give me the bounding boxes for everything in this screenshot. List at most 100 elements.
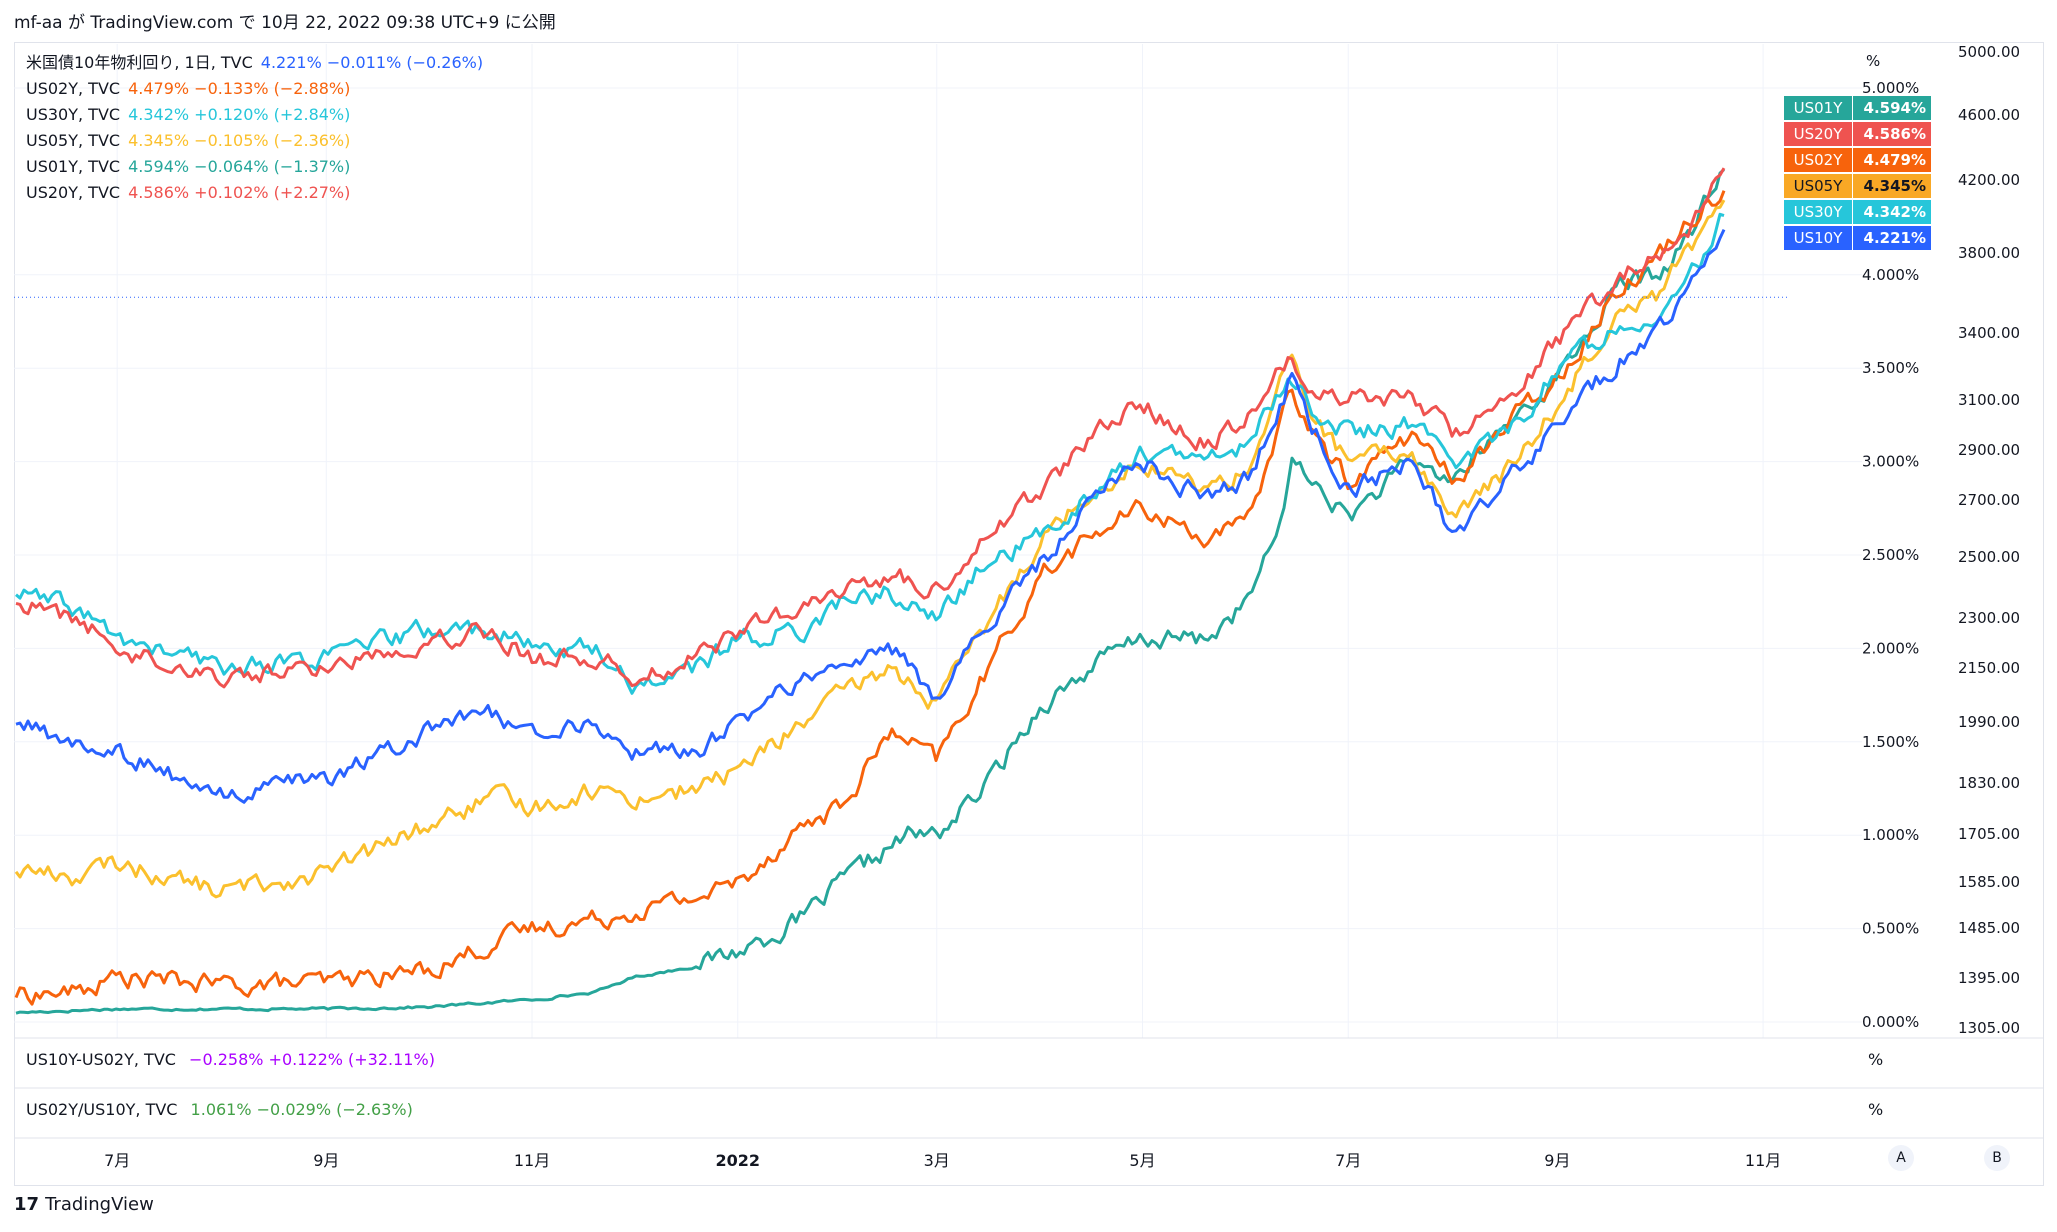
- price-badge-symbol-bg: [1784, 200, 1852, 224]
- tradingview-logo-icon: 𝟭𝟳: [14, 1194, 40, 1215]
- pane-ratio-name: US02Y/US10Y, TVC: [26, 1100, 178, 1119]
- price-axis-b-label: 4200.00: [1958, 171, 2020, 189]
- legend-row[interactable]: US20Y, TVC 4.586% +0.102% (+2.27%): [26, 180, 483, 206]
- price-axis-b-label: 1705.00: [1958, 825, 2020, 843]
- legend-row[interactable]: US02Y, TVC 4.479% −0.133% (−2.88%): [26, 76, 483, 102]
- chart-frame: [14, 42, 2044, 1186]
- price-badge-value-bg: [1853, 122, 1931, 146]
- legend-symbol: US30Y, TVC: [26, 105, 121, 124]
- legend-row[interactable]: US30Y, TVC 4.342% +0.120% (+2.84%): [26, 102, 483, 128]
- price-axis-label: 2.000%: [1862, 639, 1919, 657]
- legend: 米国債10年物利回り, 1日, TVC 4.221% −0.011% (−0.26…: [26, 50, 483, 206]
- time-axis-label: 5月: [1129, 1151, 1155, 1170]
- price-badge-symbol-bg: [1784, 96, 1852, 120]
- price-badges: US01Y 4.594% US20Y 4.586% US02Y 4.479% US05Y 4.…: [1784, 96, 1931, 250]
- grid-lines: [14, 44, 2044, 1139]
- price-axis-unit: %: [1866, 52, 1880, 70]
- price-axis-b-label: 3100.00: [1958, 391, 2020, 409]
- price-badge-symbol: US05Y: [1794, 177, 1844, 195]
- price-axis-b-label: 2300.00: [1958, 609, 2020, 627]
- price-axis-b-label: 3800.00: [1958, 244, 2020, 262]
- pane-ratio-values: 1.061% −0.029% (−2.63%): [190, 1100, 413, 1119]
- price-badge-symbol-bg: [1784, 174, 1852, 198]
- price-axis-label: 3.500%: [1862, 359, 1919, 377]
- legend-symbol: US02Y, TVC: [26, 79, 121, 98]
- legend-symbol: US20Y, TVC: [26, 183, 121, 202]
- price-badge-symbol: US02Y: [1794, 151, 1844, 169]
- price-axis-b-label: 2500.00: [1958, 548, 2020, 566]
- price-axis-label: 4.000%: [1862, 266, 1919, 284]
- time-axis-label: 11月: [514, 1151, 550, 1170]
- price-badge-symbol: US01Y: [1794, 99, 1844, 117]
- time-axis-label: 9月: [313, 1151, 339, 1170]
- time-axis-label: 3月: [924, 1151, 950, 1170]
- price-badge-us01y: US01Y 4.594%: [1784, 96, 1931, 120]
- price-axis-label: 2.500%: [1862, 546, 1919, 564]
- price-badge-us10y: US10Y 4.221%: [1784, 226, 1931, 250]
- price-badge-value-bg: [1853, 96, 1931, 120]
- time-axis: 7月 9月 11月 2022 3月 5月 7月 9月 11月: [104, 1151, 1781, 1170]
- price-badge-value: 4.594%: [1864, 99, 1926, 117]
- price-axis-b-label: 1305.00: [1958, 1019, 2020, 1037]
- legend-symbol: US01Y, TVC: [26, 157, 121, 176]
- price-axis-b-label: 2700.00: [1958, 491, 2020, 509]
- price-badge-value-bg: [1853, 226, 1931, 250]
- series-line-us02y: [14, 190, 1726, 1006]
- time-axis-label: 7月: [1335, 1151, 1361, 1170]
- footer-brand-name: TradingView: [45, 1194, 154, 1215]
- price-badge-symbol-bg: [1784, 226, 1852, 250]
- pane-ratio-unit: %: [1868, 1100, 1884, 1119]
- price-axis-b-label: 2900.00: [1958, 441, 2020, 459]
- price-badge-us20y: US20Y 4.586%: [1784, 122, 1931, 146]
- price-badge-value: 4.479%: [1864, 151, 1926, 169]
- price-badge-value: 4.586%: [1864, 125, 1926, 143]
- time-axis-label: 11月: [1745, 1151, 1781, 1170]
- price-badge-us30y: US30Y 4.342%: [1784, 200, 1931, 224]
- price-badge-value-bg: [1853, 200, 1931, 224]
- footer-brand[interactable]: 𝟭𝟳 TradingView: [14, 1194, 154, 1215]
- price-axis-b-label: 5000.00: [1958, 43, 2020, 61]
- legend-values: 4.345% −0.105% (−2.36%): [128, 131, 351, 150]
- series-line-us10y: [15, 228, 1726, 804]
- price-axis-percent: % 5.000% 4.000% 3.500% 3.000% 2.500% 2.000% 1.5…: [1862, 52, 1919, 1031]
- pane-ratio-legend: US02Y/US10Y, TVC 1.061% −0.029% (−2.63%): [26, 1100, 413, 1119]
- pane-spread-name: US10Y-US02Y, TVC: [26, 1050, 176, 1069]
- price-badge-symbol: US30Y: [1794, 203, 1844, 221]
- legend-symbol: US05Y, TVC: [26, 131, 121, 150]
- time-axis-label: 9月: [1544, 1151, 1570, 1170]
- price-axis-label: 5.000%: [1862, 79, 1919, 97]
- time-axis-label: 2022: [716, 1151, 761, 1170]
- price-axis-label: 3.000%: [1862, 453, 1919, 471]
- series-line-us01y: [15, 168, 1726, 1015]
- price-badge-us05y: US05Y 4.345%: [1784, 174, 1931, 198]
- price-badge-value: 4.342%: [1864, 203, 1926, 221]
- legend-row[interactable]: US05Y, TVC 4.345% −0.105% (−2.36%): [26, 128, 483, 154]
- price-badge-symbol: US10Y: [1794, 229, 1844, 247]
- legend-values: 4.342% +0.120% (+2.84%): [128, 105, 351, 124]
- series-line-us05y: [14, 199, 1726, 899]
- price-axis-label: 1.500%: [1862, 733, 1919, 751]
- legend-values: 4.594% −0.064% (−1.37%): [128, 157, 351, 176]
- pane-spread-unit: %: [1868, 1050, 1884, 1069]
- price-badge-symbol: US20Y: [1794, 125, 1844, 143]
- series-line-us30y: [15, 212, 1725, 695]
- price-axis-label: 0.000%: [1862, 1013, 1919, 1031]
- price-axis-label: 0.500%: [1862, 920, 1919, 938]
- series-line-us20y: [15, 167, 1726, 689]
- legend-symbol: 米国債10年物利回り, 1日, TVC: [26, 53, 253, 72]
- price-badge-symbol-bg: [1784, 148, 1852, 172]
- series-layer: [14, 167, 1790, 1015]
- legend-row[interactable]: US01Y, TVC 4.594% −0.064% (−1.37%): [26, 154, 483, 180]
- price-axis-b-label: 1585.00: [1958, 873, 2020, 891]
- scale-a-button[interactable]: A: [1888, 1145, 1914, 1171]
- pane-spread-legend: US10Y-US02Y, TVC −0.258% +0.122% (+32.11…: [26, 1050, 435, 1069]
- publish-attribution: mf-aa が TradingView.com で 10月 22, 2022 0…: [14, 13, 556, 33]
- price-axis-b-label: 1830.00: [1958, 774, 2020, 792]
- scale-b-button[interactable]: B: [1984, 1145, 2010, 1171]
- legend-row[interactable]: 米国債10年物利回り, 1日, TVC 4.221% −0.011% (−0.26…: [26, 50, 483, 76]
- price-badge-us02y: US02Y 4.479%: [1784, 148, 1931, 172]
- price-badge-value: 4.221%: [1864, 229, 1926, 247]
- time-axis-label: 7月: [104, 1151, 130, 1170]
